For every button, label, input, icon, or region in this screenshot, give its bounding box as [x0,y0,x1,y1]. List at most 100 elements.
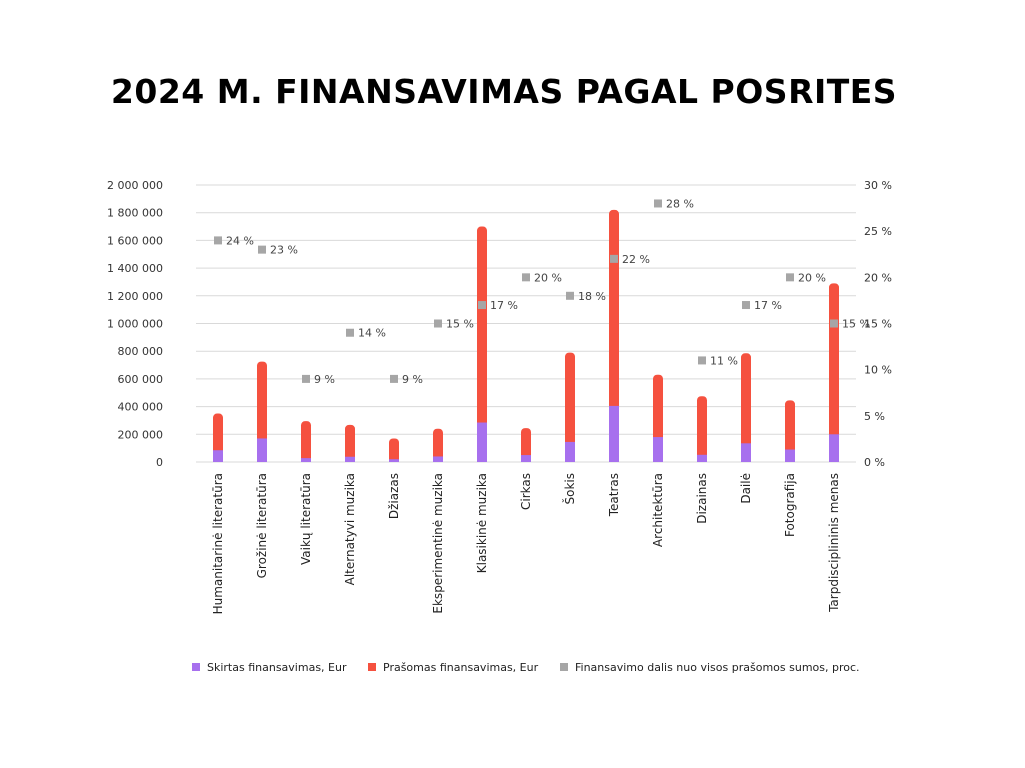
percent-marker [214,236,222,245]
bar-requested [741,353,751,462]
percent-label: 9 % [314,373,335,386]
percent-marker [346,328,354,337]
bar-requested [565,352,575,462]
bar-allocated [257,438,267,462]
percent-marker [302,374,310,383]
percent-label: 14 % [358,327,386,340]
left-tick-label: 200 000 [118,428,164,441]
percent-label: 17 % [754,299,782,312]
percent-marker [698,356,706,365]
legend-label: Prašomas finansavimas, Eur [383,661,539,674]
bar-allocated [301,458,311,462]
category-label: Cirkas [519,473,533,510]
bar-allocated [565,441,575,462]
bar-requested [213,413,223,462]
percent-label: 24 % [226,234,254,247]
bar-allocated [785,449,795,462]
bar-requested [829,283,839,462]
percent-label: 15 % [842,318,870,331]
percent-label: 11 % [710,354,738,367]
legend-swatch [368,663,376,671]
category-label: Fotografija [783,473,797,537]
category-label: Alternatyvi muzika [343,473,357,585]
legend-label: Finansavimo dalis nuo visos prašomos sum… [575,661,860,674]
bar-requested [521,428,531,462]
chart-title: 2024 M. FINANSAVIMAS PAGAL POSRITES [110,72,898,111]
category-label: Grožinė literatūra [255,473,269,578]
percent-label: 9 % [402,373,423,386]
category-label: Dailė [739,473,753,504]
percent-marker [654,199,662,208]
right-tick-label: 15 % [864,318,892,331]
percent-label: 20 % [798,271,826,284]
bar-allocated [477,422,487,462]
category-label: Tarpdisciplininis menas [827,473,841,613]
percent-marker [830,319,838,328]
bar-requested [257,361,267,462]
left-tick-label: 2 000 000 [107,179,163,192]
category-label: Dizainas [695,473,709,524]
percent-marker [742,301,750,310]
bar-requested [785,400,795,462]
percent-label: 18 % [578,290,606,303]
percent-label: 22 % [622,253,650,266]
bar-requested [609,209,619,462]
left-tick-label: 1 200 000 [107,290,163,303]
bar-allocated [697,454,707,462]
left-tick-label: 1 600 000 [107,234,163,247]
bar-requested [697,396,707,462]
category-label: Vaikų literatūra [299,473,313,565]
bar-allocated [653,437,663,462]
percent-marker [478,301,486,310]
left-tick-label: 0 [156,456,163,469]
left-tick-label: 600 000 [118,373,164,386]
percent-marker [786,273,794,282]
percent-label: 17 % [490,299,518,312]
right-tick-label: 10 % [864,364,892,377]
right-tick-label: 0 % [864,456,885,469]
percent-marker [258,245,266,254]
right-tick-label: 30 % [864,179,892,192]
bar-requested-base [301,454,311,462]
bar-allocated [829,434,839,462]
percent-marker [434,319,442,328]
category-label: Šokis [562,473,577,505]
bar-allocated [521,455,531,462]
bar-allocated [213,450,223,462]
left-tick-label: 800 000 [118,345,164,358]
category-label: Klasikinė muzika [475,473,489,573]
right-tick-label: 25 % [864,225,892,238]
category-label: Humanitarinė literatūra [211,473,225,614]
bar-requested [433,428,443,462]
percent-label: 23 % [270,244,298,257]
bar-allocated [389,459,399,462]
right-tick-label: 5 % [864,410,885,423]
category-label: Architektūra [651,473,665,547]
bar-requested [301,421,311,462]
category-label: Džiazas [387,473,401,519]
percent-marker [610,254,618,263]
bar-allocated [609,405,619,462]
percent-label: 20 % [534,271,562,284]
legend-swatch [560,663,568,671]
category-label: Teatras [607,473,621,517]
bar-allocated [345,456,355,462]
bar-requested [345,424,355,462]
left-tick-label: 400 000 [118,401,164,414]
percent-marker [390,374,398,383]
percent-label: 28 % [666,197,694,210]
percent-marker [522,273,530,282]
percent-label: 15 % [446,318,474,331]
bar-allocated [433,456,443,462]
legend-swatch [192,663,200,671]
bar-allocated [741,443,751,462]
left-tick-label: 1 400 000 [107,262,163,275]
left-tick-label: 1 800 000 [107,207,163,220]
bar-requested [477,226,487,462]
left-tick-label: 1 000 000 [107,318,163,331]
right-tick-label: 20 % [864,271,892,284]
bar-requested-base [389,454,399,462]
category-label: Eksperimentinė muzika [431,473,445,614]
percent-marker [566,291,574,300]
